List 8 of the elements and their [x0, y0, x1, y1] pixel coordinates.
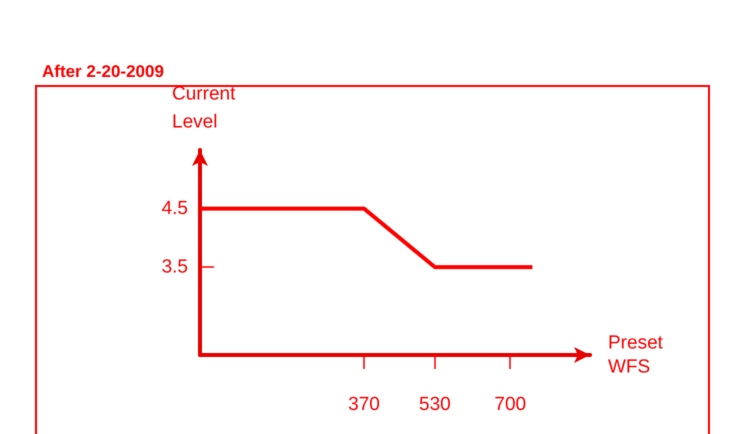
x-tick-label: 530: [419, 394, 451, 415]
x-axis-title: Preset WFS: [608, 332, 664, 378]
chart-title: After 2-20-2009: [42, 62, 164, 81]
x-tick-label: 370: [348, 394, 380, 415]
x-tick-label: 700: [494, 394, 526, 415]
y-tick-label: 4.5: [162, 198, 188, 220]
y-tick-label: 3.5: [162, 256, 188, 278]
y-axis-title: Current Level: [172, 84, 236, 132]
